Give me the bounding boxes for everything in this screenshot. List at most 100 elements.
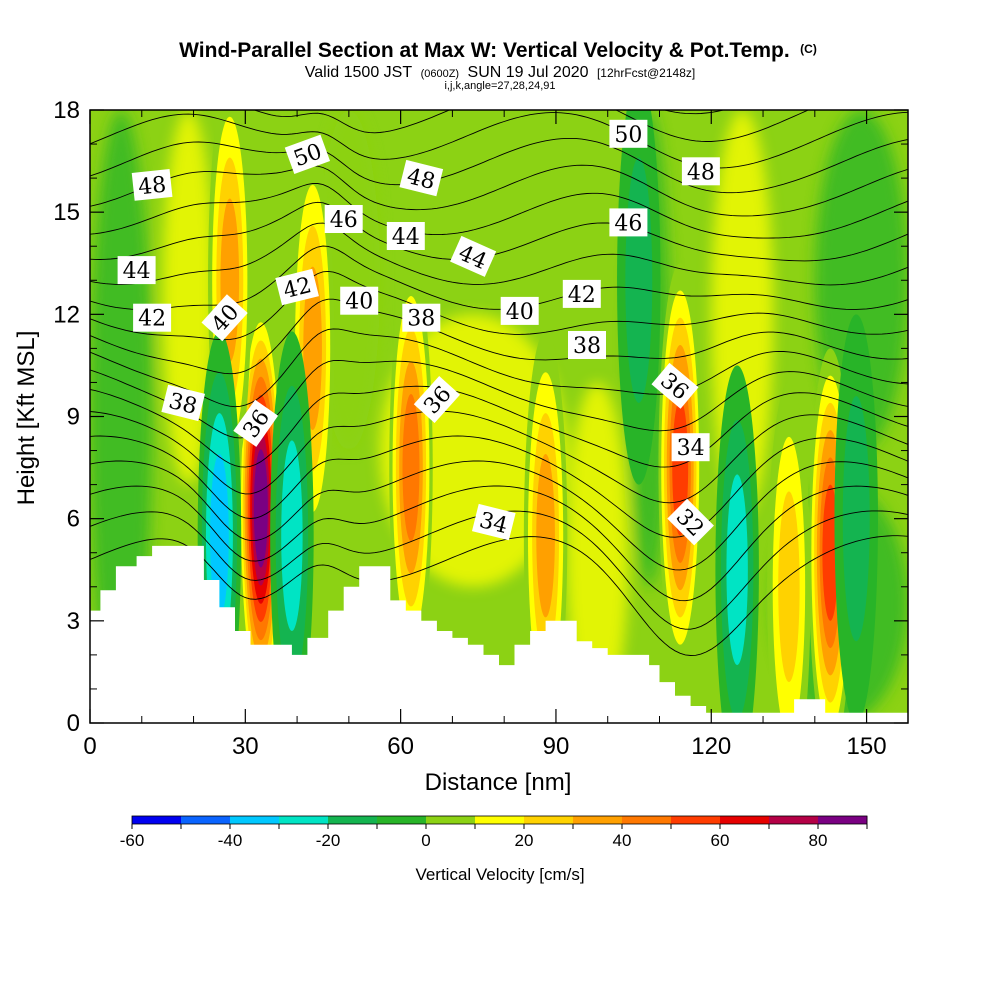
theta-label-10: 42 xyxy=(133,303,172,332)
vertical-velocity-field xyxy=(90,110,908,723)
theta-label-bg xyxy=(117,256,156,285)
chart-title-mark: (C) xyxy=(800,42,817,56)
colorbar-swatch-4 xyxy=(328,816,378,824)
colorbar-tick-label: 40 xyxy=(613,831,632,850)
theta-label-bg xyxy=(651,362,699,409)
theta-label-bg xyxy=(399,159,444,197)
theta-label-bg xyxy=(609,208,648,237)
isentrope-45 xyxy=(90,201,908,262)
colorbar-tick-label: -40 xyxy=(218,831,243,850)
isentrope-48 xyxy=(90,137,908,194)
y-tick-label: 12 xyxy=(53,301,80,328)
isentrope-32 xyxy=(90,535,908,656)
theta-label-7: 44 xyxy=(117,256,156,285)
isentrope-35 xyxy=(90,460,908,571)
plot-area xyxy=(90,110,908,723)
isentrope-38 xyxy=(90,385,908,468)
isentrope-37 xyxy=(90,410,908,504)
theta-label-text: 44 xyxy=(123,259,151,284)
theta-label-bg xyxy=(275,268,319,306)
theta-label-bg xyxy=(131,168,173,201)
theta-label-5: 46 xyxy=(324,205,363,233)
theta-label-23: 34 xyxy=(671,433,710,462)
theta-label-0: 50 xyxy=(284,134,331,174)
theta-label-1: 48 xyxy=(131,168,173,201)
colorbar-swatch-13 xyxy=(769,816,819,824)
theta-label-9: 44 xyxy=(450,235,497,277)
isentrope-34 xyxy=(90,485,908,602)
theta-label-15: 40 xyxy=(500,296,539,325)
theta-label-17: 38 xyxy=(568,331,606,359)
theta-label-bg xyxy=(413,376,461,423)
theta-label-bg xyxy=(340,286,379,315)
colorbar-swatch-1 xyxy=(181,816,231,824)
updraft-core-2-level-6 xyxy=(822,484,839,621)
theta-label-text: 44 xyxy=(392,225,420,250)
terrain-mask xyxy=(90,545,908,723)
theta-label-11: 42 xyxy=(275,268,319,306)
theta-label-bg xyxy=(284,134,331,174)
isentrope-41 xyxy=(90,298,908,375)
theta-label-bg xyxy=(471,503,516,541)
theta-label-text: 42 xyxy=(138,307,166,332)
colorbar-tick-label: 0 xyxy=(421,831,430,850)
y-tick-label: 9 xyxy=(67,404,80,431)
x-tick-label: 120 xyxy=(691,733,731,760)
theta-label-22: 34 xyxy=(471,503,516,541)
subtitle-date: SUN 19 Jul 2020 xyxy=(468,64,589,81)
subtitle-forecast: [12hrFcst@2148z] xyxy=(597,66,695,80)
updraft-core-6-level-3 xyxy=(778,491,800,683)
theta-label-text: 48 xyxy=(137,172,167,200)
colorbar-swatch-5 xyxy=(377,816,427,824)
theta-label-16: 38 xyxy=(402,303,441,332)
isentrope-42 xyxy=(90,270,908,341)
theta-label-bg xyxy=(500,296,539,325)
colorbar-tick-label: 80 xyxy=(809,831,828,850)
theta-label-text: 50 xyxy=(614,123,642,148)
theta-label-2: 48 xyxy=(399,159,444,197)
x-tick-label: 30 xyxy=(232,733,259,760)
colorbar-swatch-3 xyxy=(279,816,329,824)
theta-label-bg xyxy=(568,331,606,359)
y-axis-label: Height [Kft MSL] xyxy=(13,331,40,506)
colorbar-swatch-2 xyxy=(230,816,280,824)
isentrope-36 xyxy=(90,435,908,538)
y-tick-label: 6 xyxy=(67,506,80,533)
theta-label-bg xyxy=(450,235,497,277)
theta-label-text: 46 xyxy=(330,208,358,233)
colorbar-swatch-8 xyxy=(524,816,574,824)
theta-label-3: 50 xyxy=(609,119,648,148)
theta-label-bg xyxy=(667,498,714,546)
theta-label-text: 38 xyxy=(573,334,601,359)
colorbar-frame xyxy=(131,815,868,825)
colorbar-tick-label: -20 xyxy=(316,831,341,850)
theta-label-text: 40 xyxy=(506,300,534,325)
isentrope-40 xyxy=(90,328,908,408)
theta-label-text: 48 xyxy=(687,160,715,185)
subtitle-valid: Valid 1500 JST xyxy=(305,64,413,81)
isentrope-44 xyxy=(90,222,908,286)
theta-label-18: 38 xyxy=(161,384,206,422)
colorbar-swatch-6 xyxy=(426,816,476,824)
colorbar-swatch-9 xyxy=(573,816,623,824)
theta-label-4: 48 xyxy=(681,157,720,186)
chart-title-main: Wind-Parallel Section at Max W: Vertical… xyxy=(179,39,790,62)
theta-label-6: 46 xyxy=(609,208,648,237)
colorbar-swatch-14 xyxy=(818,816,868,824)
colorbar-tick-label: -60 xyxy=(120,831,145,850)
isentrope-46 xyxy=(90,183,908,239)
x-tick-label: 0 xyxy=(83,733,96,760)
y-tick-label: 3 xyxy=(67,608,80,635)
theta-label-text: 46 xyxy=(614,211,642,236)
downdraft-core-2-level-3 xyxy=(726,474,748,666)
colorbar-swatch-7 xyxy=(475,816,525,824)
isentrope-39 xyxy=(90,359,908,439)
downdraft-core-1-level-3 xyxy=(281,440,303,632)
updraft-core-4-level-4 xyxy=(303,266,322,431)
theta-label-text: 42 xyxy=(568,283,596,308)
theta-label-bg xyxy=(233,399,279,447)
theta-label-bg xyxy=(201,294,248,342)
theta-label-bg xyxy=(133,303,172,332)
